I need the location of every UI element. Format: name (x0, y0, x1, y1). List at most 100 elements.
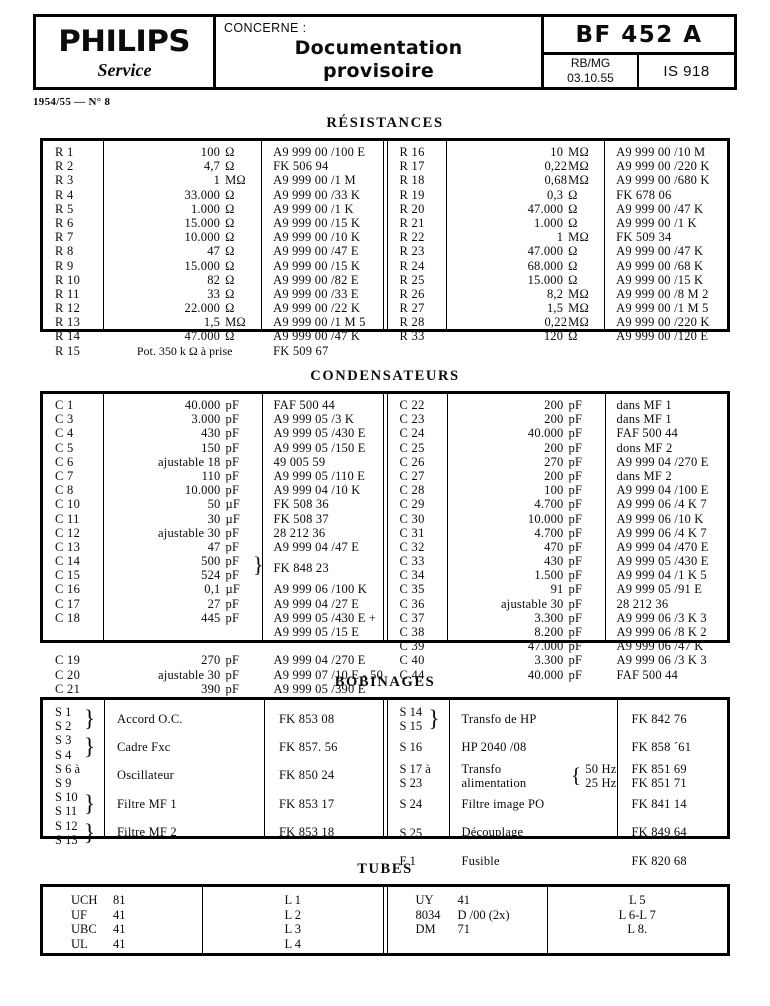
tube-ref: L 3 (284, 922, 302, 936)
component-code: A9 999 00 /1 K (273, 201, 354, 216)
component-value: 200 pF (544, 440, 583, 455)
component-ref: R 25 (399, 272, 425, 287)
section-title-resistances: RÉSISTANCES (326, 115, 444, 131)
component-value: 47.000 Ω (527, 244, 578, 259)
component-value: 430 pF (201, 426, 240, 441)
component-ref: C 8 (55, 483, 74, 498)
component-code: A9 999 00 /1 M (273, 173, 356, 188)
component-ref: R 13 (55, 315, 81, 330)
tube-ref: L 6-L 7 (618, 907, 656, 922)
component-code: A9 999 04 /47 E (273, 539, 360, 554)
component-value: 0,22MΩ (544, 315, 589, 330)
component-code: FAF 500 44 (273, 398, 336, 412)
component-value: 1.500 pF (534, 568, 583, 583)
component-ref: C 17 (55, 596, 81, 611)
tube-type: UF 41 (71, 907, 126, 922)
component-code: FK 678 06 (616, 187, 672, 202)
component-ref: C 30 (399, 511, 425, 526)
component-ref: C 39 (399, 639, 425, 654)
tube-type: 8034 D /00 (2x) (415, 907, 510, 922)
component-value: 15.000 Ω (184, 215, 235, 230)
component-value: 3.300 pF (534, 610, 583, 625)
component-ref: C 5 (55, 440, 74, 455)
section-title-condensateurs: CONDENSATEURS (310, 368, 460, 384)
component-code: A9 999 00 /15 K (273, 215, 361, 230)
section-title-bobinages: BOBINAGES (334, 674, 436, 690)
component-value: 47 Ω (207, 244, 235, 259)
tube-ref: L 8. (627, 922, 648, 936)
component-ref: C 25 (399, 440, 425, 455)
component-value: 82 Ω (207, 272, 235, 287)
component-ref: R 2 (55, 159, 74, 174)
issue-number: 1954/55 — N° 8 (33, 96, 111, 108)
component-code: A9 999 00 /33 E (273, 286, 359, 301)
component-code: A9 999 04 /270 E (273, 653, 366, 668)
component-code: FAF 500 44 (616, 667, 679, 682)
bobinage-code: FK 853 17 (279, 796, 335, 811)
component-code: A9 999 00 /1 M 5 (616, 301, 709, 316)
component-ref: C 19 (55, 653, 81, 668)
document-title: Documentation provisoire (216, 37, 541, 83)
component-code: A9 999 05 /390 E (273, 681, 366, 696)
component-code: A9 999 04 /1 K 5 (616, 568, 707, 583)
component-code: FK 509 34 (616, 230, 672, 245)
bobinage-ref: S 24 (399, 797, 423, 812)
component-code: A9 999 05 /150 E (273, 440, 366, 455)
component-value: 4,7 Ω (203, 159, 235, 174)
component-code: A9 999 06 /10 K (616, 511, 704, 526)
component-code: A9 999 00 /47 E (273, 244, 359, 259)
component-value: 47.000 Ω (527, 201, 578, 216)
component-code: A9 999 05 /15 E (273, 625, 360, 639)
component-ref: R 33 (399, 329, 425, 344)
component-code: FK 508 37 (273, 511, 329, 526)
component-value: 8.200 pF (534, 625, 583, 639)
component-ref: C 35 (399, 582, 425, 597)
component-value: 200 pF (544, 412, 583, 427)
component-value: 91 pF (550, 582, 583, 597)
component-code: A9 999 00 /100 E (273, 145, 366, 159)
component-code: A9 999 04 /100 E (616, 483, 709, 498)
bracket-icon: } (83, 791, 95, 817)
component-ref: C 24 (399, 426, 425, 441)
component-code: A9 999 06 /3 K 3 (616, 653, 707, 668)
component-value: 30 µF (207, 511, 241, 526)
tube-ref: L 1 (284, 893, 302, 907)
component-value: 200 pF (544, 398, 583, 412)
component-value: 270 pF (201, 653, 240, 668)
component-ref: R 26 (399, 286, 425, 301)
component-value: Pot. 350 k Ω à prise (136, 343, 233, 358)
component-code: A9 999 05 /430 E + (273, 610, 377, 625)
bobinage-name: Accord O.C. (117, 711, 183, 726)
bobinage-code: FK 853 08 (279, 711, 335, 726)
component-ref: C 31 (399, 525, 425, 540)
component-code: A9 999 00 /220 K (616, 315, 710, 330)
component-ref: C 27 (399, 468, 425, 483)
component-ref: R 17 (399, 159, 425, 174)
tube-type: DM 71 (415, 922, 471, 936)
component-value: 40.000 pF (527, 667, 583, 682)
bobinage-code: FK 857. 56 (279, 740, 338, 755)
bobinage-name: Oscillateur (117, 768, 175, 783)
tube-ref: L 4 (284, 936, 302, 951)
component-code: A9 999 04 /10 K (273, 483, 361, 498)
component-code: A9 999 00 /1 M 5 (273, 315, 366, 330)
component-value: 4.700 pF (534, 525, 583, 540)
component-code: A9 999 04 /27 E (273, 596, 360, 611)
tube-type: UCH 81 (71, 893, 126, 907)
bobinage-ref: S 25 (399, 825, 423, 840)
component-value: 50 µF (207, 497, 241, 512)
component-ref: C 22 (399, 398, 425, 412)
component-ref: C 3 (55, 412, 74, 427)
component-value: 120 Ω (543, 329, 578, 344)
component-value: 445 pF (201, 610, 240, 625)
component-value: 524 pF (201, 568, 240, 583)
component-value: 110 pF (201, 468, 240, 483)
bobinage-name: Transfo alimentation{50 Hz 25 Hz (461, 761, 617, 790)
component-ref: C 18 (55, 610, 81, 625)
component-code: A9 999 00 /47 K (616, 244, 704, 259)
component-code: A9 999 00 /33 K (273, 187, 361, 202)
